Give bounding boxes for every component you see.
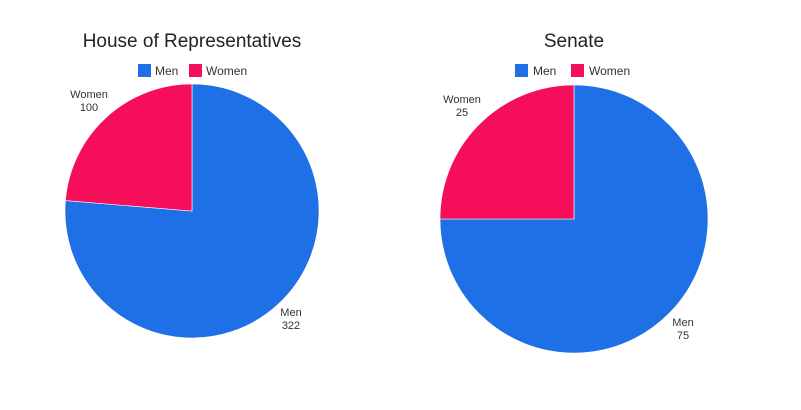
slice-label-house-men: Men 322 (280, 307, 301, 332)
chart-senate: Senate Men Women Women 25 Men 75 (439, 31, 709, 354)
legend-label-senate-women: Women (589, 64, 630, 78)
legend-swatch-house-men (138, 64, 151, 77)
legend-label-house-men: Men (155, 64, 178, 78)
slice-label-senate-women-value: 25 (456, 107, 468, 119)
chart-house: House of Representatives Men Women Women… (64, 31, 320, 339)
slice-label-house-men-name: Men (280, 307, 301, 319)
slice-label-house-men-value: 322 (282, 320, 300, 332)
slice-label-house-women-name: Women (70, 89, 108, 101)
slice-label-senate-men-name: Men (672, 317, 693, 329)
legend-senate: Men Women (515, 64, 630, 78)
slice-label-senate-women-name: Women (443, 94, 481, 106)
legend-label-house-women: Women (206, 64, 247, 78)
slice-label-house-women: Women 100 (70, 89, 108, 114)
legend-label-senate-men: Men (533, 64, 556, 78)
pie-slice-senate-women (439, 84, 575, 220)
legend-swatch-house-women (189, 64, 202, 77)
chart-title-senate: Senate (544, 31, 604, 52)
slice-label-senate-men: Men 75 (672, 317, 693, 342)
chart-title-house: House of Representatives (83, 31, 302, 52)
pie-slice-house-women (65, 83, 193, 212)
pie-slice-house-men (64, 83, 320, 339)
slice-label-house-women-value: 100 (80, 102, 98, 114)
legend-house: Men Women (138, 64, 247, 78)
slice-label-senate-women: Women 25 (443, 94, 481, 119)
legend-swatch-senate-men (515, 64, 528, 77)
legend-swatch-senate-women (571, 64, 584, 77)
slice-label-senate-men-value: 75 (677, 330, 689, 342)
